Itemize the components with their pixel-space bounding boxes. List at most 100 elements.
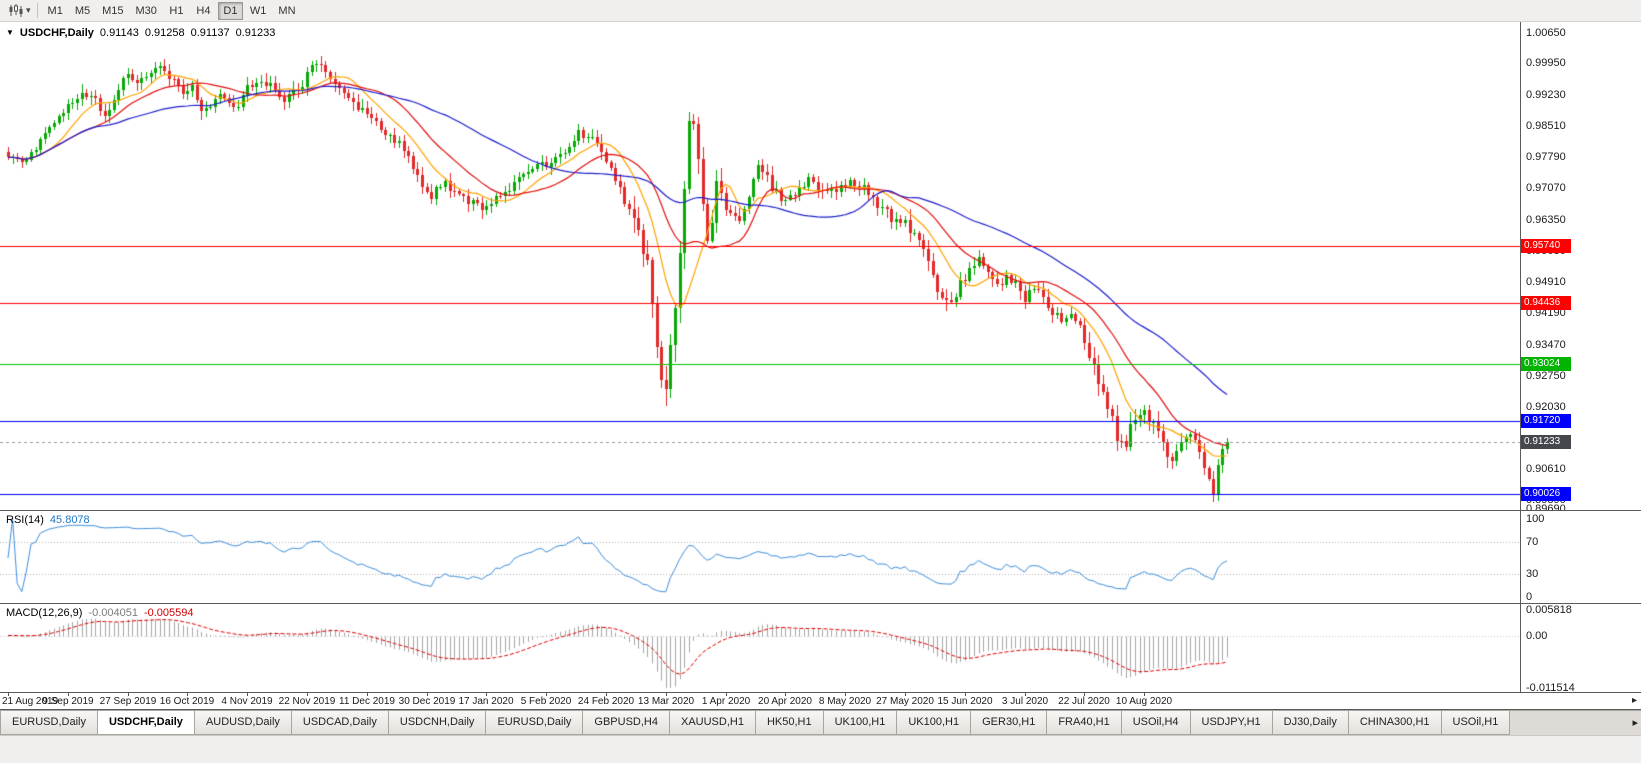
rsi-indicator-value: 45.8078 [49, 514, 90, 526]
period-button-m5[interactable]: M5 [74, 5, 91, 17]
price-rsi-splitter[interactable] [0, 510, 1641, 511]
date-tick [307, 693, 308, 696]
chart-tab-gbpusd-h4[interactable]: GBPUSD,H4 [583, 711, 670, 735]
period-button-h1[interactable]: H1 [169, 5, 184, 17]
period-button-w1[interactable]: W1 [249, 5, 267, 17]
price-axis[interactable]: 1.00650 0.99950 0.99230 0.98510 0.97790 0.970… [1521, 22, 1641, 510]
date-tick [247, 693, 248, 696]
chart-tab-usdjpy-h1[interactable]: USDJPY,H1 [1190, 711, 1273, 735]
candlestick-glyph [9, 4, 22, 17]
date-label: 10 Aug 2020 [1115, 696, 1173, 707]
price-axis-label: 0.94190 [1526, 307, 1566, 320]
period-button-mn[interactable]: MN [278, 5, 296, 17]
date-tick [427, 693, 428, 696]
chart-tab-eurusd-daily[interactable]: EURUSD,Daily [0, 711, 98, 735]
price-axis-label: 0.92030 [1526, 401, 1566, 414]
price-axis-label: 0.90610 [1526, 462, 1566, 475]
chart-tab-hk50-h1[interactable]: HK50,H1 [755, 711, 824, 735]
chart-tab-uk100-h1[interactable]: UK100,H1 [897, 711, 972, 735]
ohlc-open-value: 0.91143 [99, 27, 139, 39]
rsi-axis[interactable]: 100 70 30 0 [1521, 511, 1641, 603]
date-tick [68, 693, 69, 696]
date-tick [486, 693, 487, 696]
scroll-right-icon[interactable]: ▸ [1631, 695, 1637, 706]
date-label: 30 Dec 2019 [398, 696, 456, 707]
rsi-indicator-canvas[interactable] [0, 511, 1520, 603]
chart-tab-audusd-daily[interactable]: AUDUSD,Daily [194, 711, 292, 735]
date-tick [965, 693, 966, 696]
price-axis-label: 0.89690 [1526, 502, 1566, 510]
date-label: 27 May 2020 [876, 696, 934, 707]
period-button-d1[interactable]: D1 [217, 2, 243, 20]
chart-tab-usdcad-daily[interactable]: USDCAD,Daily [291, 711, 389, 735]
date-tick [905, 693, 906, 696]
rsi-axis-label: 30 [1526, 567, 1539, 580]
date-label: 4 Nov 2019 [221, 696, 273, 707]
date-tick [1084, 693, 1085, 696]
dateaxis-bottom-separator [0, 709, 1641, 710]
price-axis-label: 0.93470 [1526, 338, 1566, 351]
price-axis-label: 0.92750 [1526, 370, 1566, 382]
chart-header: ▼ USDCHF,Daily 0.91143 0.91258 0.91137 0… [6, 27, 275, 39]
chart-tab-uk100-h1[interactable]: UK100,H1 [823, 711, 898, 735]
chart-tab-eurusd-daily[interactable]: EURUSD,Daily [486, 711, 584, 735]
date-label: 27 Sep 2019 [99, 696, 157, 707]
date-tick [8, 693, 9, 696]
price-axis-label: 0.99950 [1526, 57, 1566, 70]
period-button-h4[interactable]: H4 [196, 5, 211, 17]
price-axis-label: 0.96350 [1526, 213, 1566, 226]
chart-menu-icon[interactable] [4, 2, 26, 20]
date-label: 20 Apr 2020 [758, 696, 812, 707]
price-axis-label: 0.98510 [1526, 119, 1566, 132]
date-tick [666, 693, 667, 696]
macd-indicator-label: MACD(12,26,9) [6, 607, 83, 619]
macd-header: MACD(12,26,9) -0.004051 -0.005594 [6, 607, 194, 619]
chart-tab-fra40-h1[interactable]: FRA40,H1 [1047, 711, 1122, 735]
chart-tab-dj30-daily[interactable]: DJ30,Daily [1272, 711, 1349, 735]
chart-tab-usoil-h4[interactable]: USOil,H4 [1121, 711, 1191, 735]
timeframe-toolbar: ▾ M1 M5 M15 M30 H1 H4 D1 W1 MN [0, 0, 1641, 22]
ohlc-low-value: 0.91137 [190, 27, 230, 39]
date-label: 22 Jul 2020 [1058, 696, 1110, 707]
price-chart-canvas[interactable] [0, 22, 1520, 510]
tab-scroll-right-icon[interactable]: ▸ [1632, 717, 1638, 729]
price-tag-0.94436: 0.94436 [1521, 295, 1571, 310]
date-tick [1025, 693, 1026, 696]
rsi-axis-label: 0 [1526, 591, 1533, 603]
status-bar [0, 735, 1641, 763]
macd-main-value: -0.004051 [88, 607, 138, 619]
period-button-m30[interactable]: M30 [135, 5, 157, 17]
period-button-m15[interactable]: M15 [102, 5, 124, 17]
date-tick [187, 693, 188, 696]
rsi-header: RSI(14) 45.8078 [6, 514, 90, 526]
date-label: 1 Apr 2020 [701, 696, 751, 707]
price-tag-0.91720: 0.91720 [1521, 413, 1571, 428]
chart-tab-xauusd-h1[interactable]: XAUUSD,H1 [669, 711, 756, 735]
chart-dropdown-icon[interactable]: ▼ [6, 28, 14, 37]
date-label: 24 Feb 2020 [577, 696, 635, 707]
period-button-group: M1 M5 M15 M30 H1 H4 D1 W1 MN [42, 1, 302, 20]
price-tag-0.90026: 0.90026 [1521, 487, 1571, 502]
rsi-macd-splitter[interactable] [0, 603, 1641, 604]
macd-indicator-canvas[interactable] [0, 604, 1520, 692]
price-axis-label: 0.99230 [1526, 88, 1566, 101]
toolbar-overflow-chevron-icon[interactable]: ▾ [26, 5, 31, 15]
price-axis-label: 0.97070 [1526, 182, 1566, 195]
toolbar-separator [36, 3, 38, 18]
macd-axis-label: 0.005818 [1526, 604, 1572, 616]
macd-dateaxis-separator [0, 692, 1641, 693]
chart-tab-ger30-h1[interactable]: GER30,H1 [971, 711, 1048, 735]
ohlc-close-value: 0.91233 [235, 27, 276, 39]
price-axis-label: 0.97790 [1526, 151, 1566, 164]
date-tick [1144, 693, 1145, 696]
chart-tab-usdchf-daily[interactable]: USDCHF,Daily [97, 711, 195, 735]
chart-tab-usoil-h1[interactable]: USOil,H1 [1441, 711, 1511, 735]
period-button-m1[interactable]: M1 [47, 5, 63, 17]
macd-axis[interactable]: 0.005818 0.00 -0.011514 [1521, 604, 1641, 692]
chart-tab-china300-h1[interactable]: CHINA300,H1 [1348, 711, 1442, 735]
chart-tab-usdcnh-daily[interactable]: USDCNH,Daily [388, 711, 487, 735]
date-axis[interactable]: ▸ 21 Aug 2019 9 Sep 2019 27 Sep 2019 16 Oct… [0, 693, 1641, 709]
date-label: 13 Mar 2020 [637, 696, 695, 707]
price-tag-0.91233: 0.91233 [1521, 434, 1571, 449]
